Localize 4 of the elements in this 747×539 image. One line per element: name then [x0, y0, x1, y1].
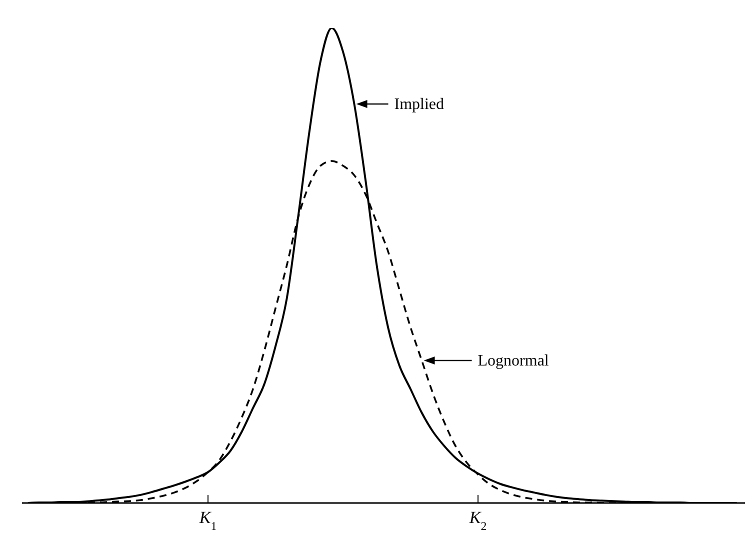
x-tick-label: K$_{2}$ — [468, 508, 487, 533]
legend-label: Lognormal — [478, 352, 550, 370]
legend-label: Implied — [394, 96, 444, 113]
x-tick-label: K$_{1}$ — [198, 508, 217, 533]
